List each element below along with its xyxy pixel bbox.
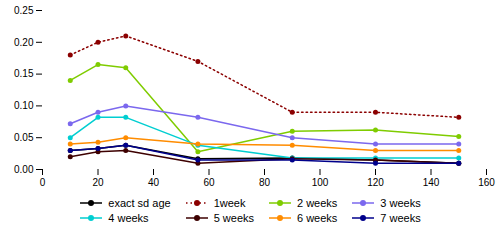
svg-text:40: 40 xyxy=(148,177,160,188)
html-text:exact sd age: exact sd age xyxy=(108,197,171,209)
html-text:2 weeks: 2 weeks xyxy=(297,197,338,209)
svg-text:60: 60 xyxy=(203,177,215,188)
html-text:4 weeks: 4 weeks xyxy=(108,212,149,224)
svg-text:0: 0 xyxy=(40,177,46,188)
html-text:1week: 1week xyxy=(213,197,246,209)
svg-text:0.20: 0.20 xyxy=(14,37,34,48)
svg-text:0.00: 0.00 xyxy=(14,164,34,175)
html-text:6 weeks: 6 weeks xyxy=(297,212,338,224)
svg-text:80: 80 xyxy=(259,177,271,188)
html-text:7 weeks: 7 weeks xyxy=(380,212,421,224)
svg-text:20: 20 xyxy=(92,177,104,188)
svg-text:120: 120 xyxy=(367,177,384,188)
html-text:3 weeks: 3 weeks xyxy=(380,197,421,209)
svg-text:0.10: 0.10 xyxy=(14,100,34,111)
svg-text:160: 160 xyxy=(478,177,495,188)
svg-text:0.25: 0.25 xyxy=(14,5,34,16)
html-text:5 weeks: 5 weeks xyxy=(213,212,254,224)
svg-text:0.05: 0.05 xyxy=(14,132,34,143)
svg-text:100: 100 xyxy=(312,177,329,188)
svg-text:140: 140 xyxy=(423,177,440,188)
svg-text:0.15: 0.15 xyxy=(14,68,34,79)
